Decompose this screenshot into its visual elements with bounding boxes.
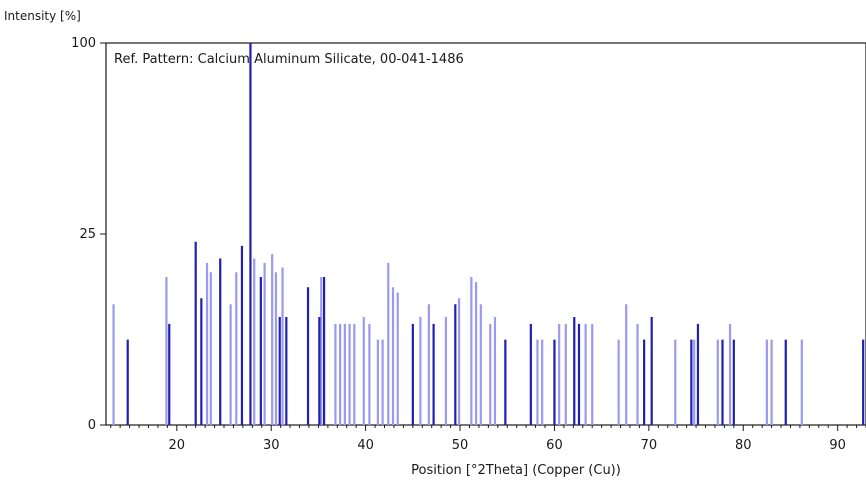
x-tick-label: 40 — [357, 438, 374, 453]
y-tick-label: 0 — [88, 418, 96, 433]
y-tick-label: 100 — [71, 36, 96, 51]
peaks-group — [112, 43, 865, 425]
y-tick-label: 25 — [79, 227, 96, 242]
y-axis-label: Intensity [%] — [4, 9, 81, 23]
x-tick-label: 50 — [452, 438, 469, 453]
x-tick-label: 20 — [169, 438, 186, 453]
reference-pattern-annotation: Ref. Pattern: Calcium Aluminum Silicate,… — [114, 52, 464, 67]
x-tick-label: 90 — [829, 438, 846, 453]
x-tick-label: 70 — [641, 438, 658, 453]
y-axis-ticks: 0 25 100 — [71, 36, 106, 433]
x-axis-label: Position [°2Theta] (Copper (Cu)) — [411, 463, 621, 478]
x-axis-ticks: 20 30 40 50 60 70 80 90 — [110, 425, 866, 453]
x-tick-label: 80 — [735, 438, 752, 453]
x-tick-label: 60 — [546, 438, 563, 453]
x-tick-label: 30 — [263, 438, 280, 453]
